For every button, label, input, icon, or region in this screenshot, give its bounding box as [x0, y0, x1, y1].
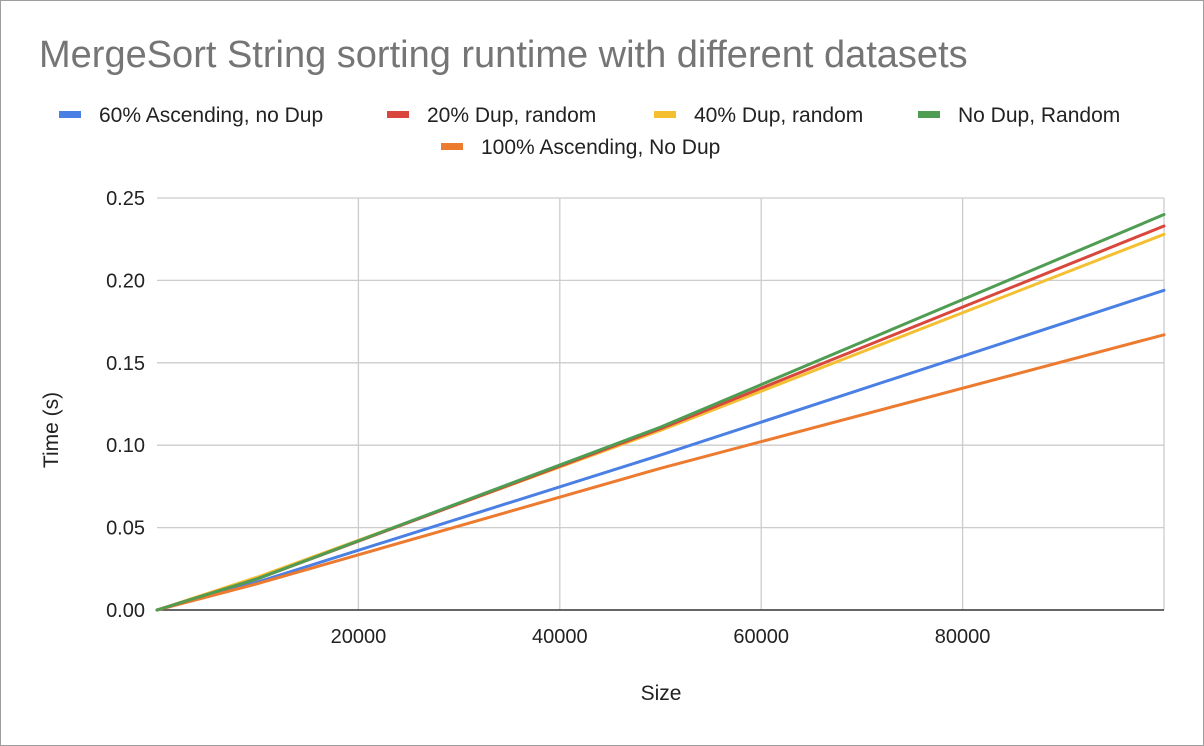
series-line-3	[155, 232, 1166, 612]
y-tick-label: 0.25	[106, 188, 145, 210]
legend-swatch	[59, 111, 81, 118]
x-tick-label: 40000	[532, 626, 588, 648]
y-tick-label: 0.05	[106, 518, 145, 540]
chart-title: MergeSort String sorting runtime with di…	[39, 34, 968, 76]
y-axis-label: Time (s)	[40, 392, 63, 468]
legend-swatch	[918, 111, 940, 118]
legend-swatch	[387, 111, 409, 118]
series-line-5	[155, 333, 1166, 612]
series-line-4	[155, 213, 1166, 612]
y-tick-label: 0.15	[106, 353, 145, 375]
x-tick-label: 60000	[733, 626, 789, 648]
legend-label: 100% Ascending, No Dup	[481, 136, 720, 159]
legend-label: 40% Dup, random	[694, 104, 863, 127]
legend-swatch	[441, 143, 463, 150]
y-tick-label: 0.20	[106, 270, 145, 292]
legend-label: No Dup, Random	[958, 104, 1120, 127]
series-line-1	[155, 288, 1166, 612]
x-tick-label: 20000	[331, 626, 387, 648]
series-line-2	[155, 224, 1166, 612]
tick-labels: 0.00 0.05 0.10 0.15 0.20 0.25 20000 40000 60000 8…	[106, 188, 990, 648]
series-lines	[155, 213, 1166, 612]
x-tick-label: 80000	[935, 626, 991, 648]
legend-label: 60% Ascending, no Dup	[99, 104, 323, 127]
y-tick-label: 0.10	[106, 435, 145, 457]
gridlines	[157, 197, 1165, 610]
legend: 60% Ascending, no Dup 20% Dup, random 40% …	[59, 104, 1120, 159]
x-axis-label: Size	[641, 682, 682, 705]
legend-label: 20% Dup, random	[427, 104, 596, 127]
legend-swatch	[654, 111, 676, 118]
y-tick-label: 0.00	[106, 600, 145, 622]
